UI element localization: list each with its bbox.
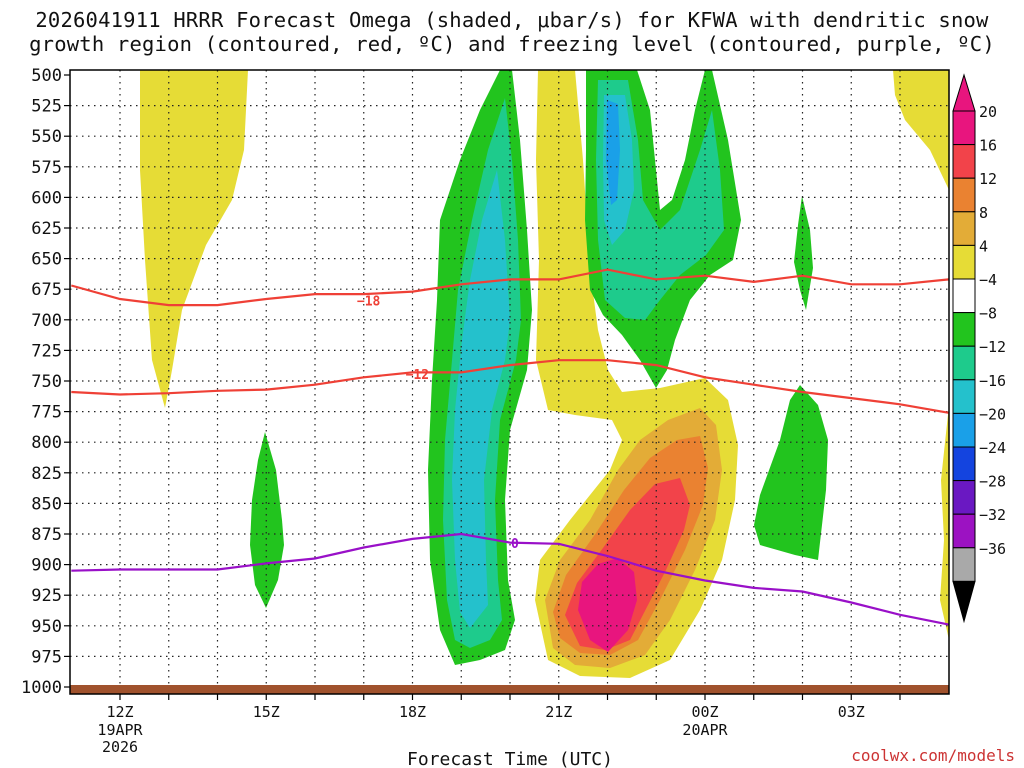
colorbar-label: −12 [979,338,1006,356]
y-tick-label: 575 [31,158,62,178]
omega-region-negative-18z-core [452,170,510,628]
contour-line--12 [71,359,949,414]
y-tick-label: 875 [31,525,62,545]
colorbar-label: −20 [979,405,1006,423]
colorbar-swatch [952,312,976,347]
contour-label-0: 0 [511,537,519,552]
colorbar-swatch [952,177,976,213]
ground-strip [70,685,949,694]
credit-text: coolwx.com/models [851,746,1015,765]
colorbar-swatch [952,110,976,146]
colorbar: 20 16 12 8 4 −4 −8 −12 −16 −20 −24 −28 −32 −36 [952,73,1006,624]
colorbar-swatch [952,244,976,280]
colorbar-swatch [952,345,976,381]
x-tick-label: 03Z [838,703,865,721]
y-tick-label: 950 [31,617,62,637]
colorbar-swatch [952,144,976,179]
x-tick-label: 00Z [691,703,718,721]
contour-line--18 [71,268,949,307]
y-tick-label: 850 [31,494,62,514]
colorbar-swatch [952,446,976,482]
colorbar-label: 16 [979,137,997,155]
colorbar-label: −24 [979,439,1006,457]
x-tick-date: 19APR [97,721,143,739]
colorbar-swatch [952,379,976,414]
x-axis-label: Forecast Time (UTC) [407,749,613,768]
colorbar-label: 4 [979,237,988,255]
y-tick-label: 1000 [21,678,62,698]
y-tick-label: 675 [31,280,62,300]
y-tick-label: 500 [31,66,62,86]
omega-region-positive-upper-left [140,70,248,408]
colorbar-label: −16 [979,372,1006,390]
colorbar-swatch [952,211,976,246]
colorbar-label: −4 [979,271,997,289]
colorbar-label: −8 [979,305,997,323]
chart-title-line1: 2026041911 HRRR Forecast Omega (shaded, … [35,8,989,32]
x-tick-label: 15Z [253,703,280,721]
y-tick-label: 650 [31,250,62,270]
omega-region-negative-22z-peak [606,100,620,205]
x-tick-label: 12Z [106,703,133,721]
colorbar-swatch [952,480,976,515]
omega-shading [140,70,949,678]
y-tick-label: 800 [31,433,62,453]
colorbar-label: 8 [979,204,988,222]
colorbar-label: −36 [979,540,1006,558]
y-tick-label: 625 [31,219,62,239]
colorbar-label: 20 [979,103,997,121]
y-tick-label: 750 [31,372,62,392]
y-tick-label: 925 [31,586,62,606]
omega-region-negative-02z [794,196,813,310]
colorbar-label: −32 [979,506,1006,524]
colorbar-label: −28 [979,473,1006,491]
colorbar-swatch [952,547,976,582]
y-tick-label: 725 [31,341,62,361]
omega-region-positive-right-edge [940,405,949,640]
chart-title-line2: growth region (contoured, red, ºC) and f… [29,32,995,56]
y-tick-label: 600 [31,188,62,208]
x-tick-label: 21Z [545,703,572,721]
omega-region-negative-15z [250,432,284,608]
y-axis: 500 525 550 575 600 625 650 675 700 725 750 775 800 8… [21,66,70,698]
colorbar-top-cap [952,73,976,112]
y-tick-label: 550 [31,127,62,147]
omega-region-positive-upper-right [893,70,949,190]
x-tick-date: 20APR [682,721,728,739]
contour-label--12: −12 [406,368,429,383]
contour-line-0 [71,532,950,626]
y-tick-label: 975 [31,647,62,667]
y-tick-label: 825 [31,464,62,484]
y-tick-label: 900 [31,556,62,576]
colorbar-swatch [952,278,976,314]
colorbar-swatch [952,513,976,549]
colorbar-bottom-cap [952,580,976,624]
x-tick-label: 18Z [399,703,426,721]
y-tick-label: 775 [31,403,62,423]
y-tick-label: 525 [31,97,62,117]
x-tick-year: 2026 [102,738,138,756]
colorbar-label: 12 [979,170,997,188]
contours: −18 −12 0 [71,268,950,626]
colorbar-swatch [952,412,976,448]
y-tick-label: 700 [31,311,62,331]
contour-label--18: −18 [357,294,381,309]
